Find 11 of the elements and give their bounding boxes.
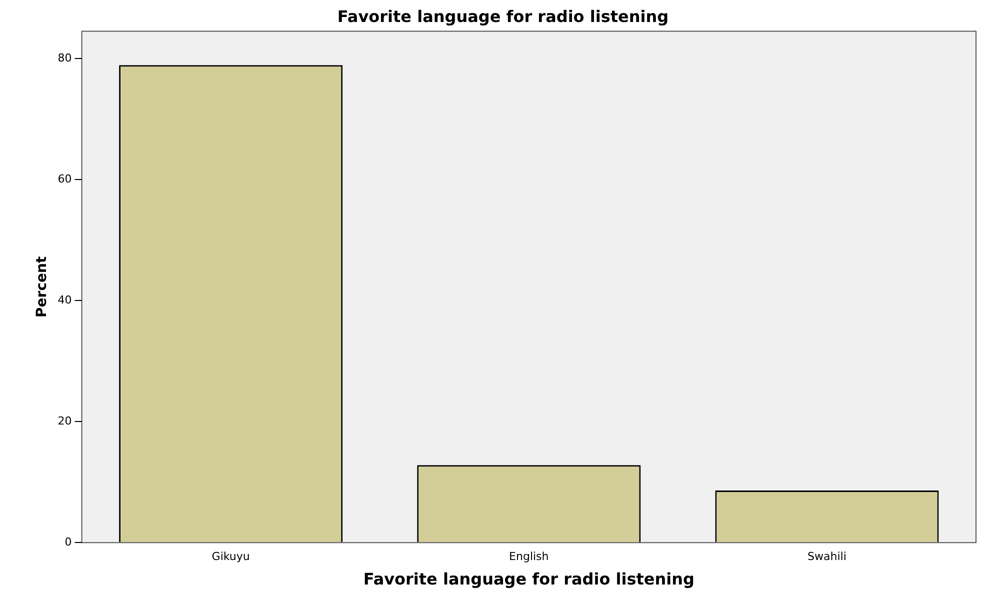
x-tick-label: English bbox=[509, 550, 549, 564]
y-tick-label: 80 bbox=[58, 51, 72, 64]
y-tick-label: 0 bbox=[64, 535, 72, 548]
y-tick-label: 60 bbox=[58, 172, 72, 186]
x-axis-title: Favorite language for radio listening bbox=[363, 570, 694, 589]
chart-title: Favorite language for radio listening bbox=[337, 6, 669, 26]
x-tick-label: Gikuyu bbox=[212, 550, 250, 564]
x-tick-label: Swahili bbox=[808, 550, 846, 564]
y-tick-label: 20 bbox=[58, 414, 72, 428]
y-axis-title: Percent bbox=[34, 256, 50, 318]
y-tick-label: 40 bbox=[58, 293, 72, 306]
